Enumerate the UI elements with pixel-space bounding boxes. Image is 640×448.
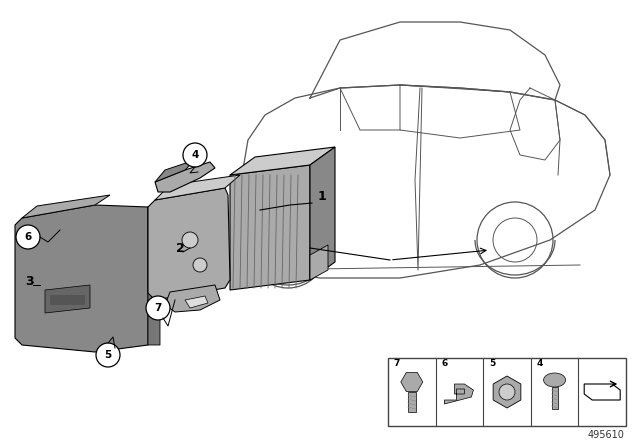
Circle shape bbox=[96, 343, 120, 367]
Polygon shape bbox=[310, 147, 335, 280]
Polygon shape bbox=[15, 205, 148, 352]
Polygon shape bbox=[22, 195, 110, 218]
Text: 4: 4 bbox=[191, 150, 198, 160]
Polygon shape bbox=[165, 285, 220, 312]
Circle shape bbox=[182, 232, 198, 248]
Circle shape bbox=[16, 225, 40, 249]
Polygon shape bbox=[148, 188, 230, 300]
Text: 7: 7 bbox=[154, 303, 162, 313]
Polygon shape bbox=[230, 165, 310, 290]
Text: 7: 7 bbox=[394, 359, 400, 368]
Text: 3: 3 bbox=[25, 275, 34, 288]
Polygon shape bbox=[185, 296, 208, 308]
Polygon shape bbox=[310, 245, 328, 280]
Polygon shape bbox=[230, 147, 335, 175]
Bar bbox=[50, 295, 85, 305]
Text: 6: 6 bbox=[24, 232, 31, 242]
Text: 2: 2 bbox=[176, 242, 185, 255]
Polygon shape bbox=[148, 200, 160, 345]
Polygon shape bbox=[584, 384, 620, 400]
Polygon shape bbox=[401, 372, 423, 392]
Text: 1: 1 bbox=[318, 190, 327, 203]
Text: 495610: 495610 bbox=[587, 430, 624, 440]
Circle shape bbox=[499, 384, 515, 400]
Circle shape bbox=[146, 296, 170, 320]
Ellipse shape bbox=[543, 373, 566, 387]
Polygon shape bbox=[155, 160, 195, 182]
Bar bbox=[388, 358, 626, 426]
Polygon shape bbox=[155, 162, 215, 192]
Polygon shape bbox=[45, 285, 90, 313]
Text: 5: 5 bbox=[489, 359, 495, 368]
Text: 6: 6 bbox=[442, 359, 447, 368]
Bar bbox=[408, 392, 416, 412]
Text: 4: 4 bbox=[536, 359, 543, 368]
Bar bbox=[552, 387, 557, 409]
Polygon shape bbox=[444, 384, 474, 404]
Circle shape bbox=[183, 143, 207, 167]
Polygon shape bbox=[493, 376, 521, 408]
Circle shape bbox=[193, 258, 207, 272]
Polygon shape bbox=[155, 175, 240, 200]
Text: 5: 5 bbox=[104, 350, 111, 360]
